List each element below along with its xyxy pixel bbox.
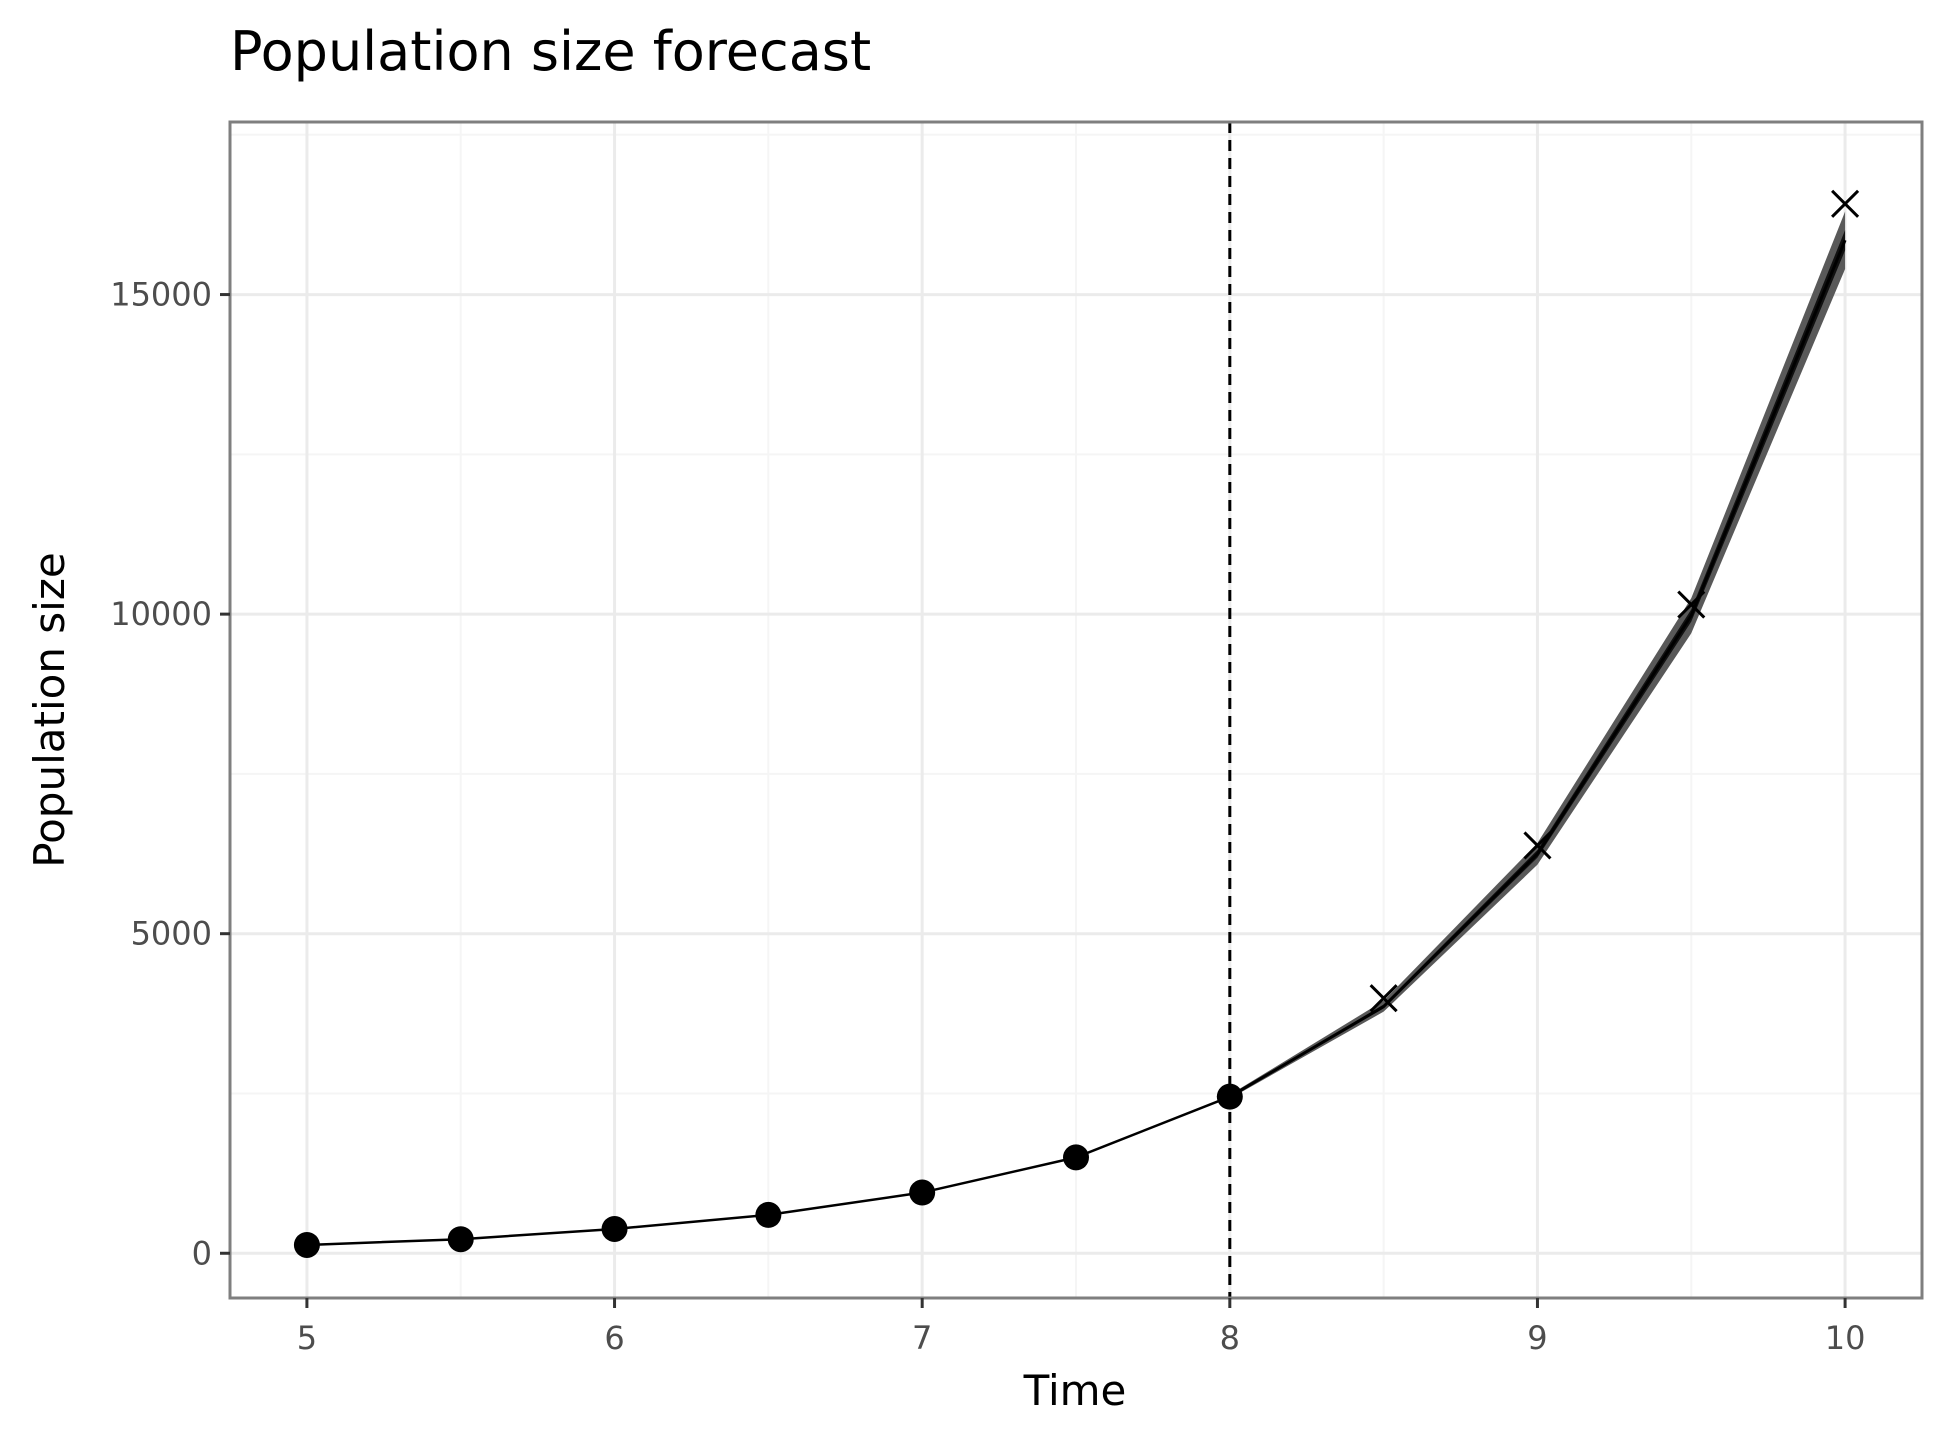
x-tick-label: 5 [297,1319,317,1357]
observed-point [1063,1144,1089,1171]
y-tick-label: 0 [192,1234,212,1272]
y-tick-label: 5000 [131,915,212,953]
observed-point [601,1215,628,1242]
forecast-actual-marker [1831,189,1860,218]
observed-points [293,1083,1243,1258]
observed-point [447,1226,474,1253]
forecast-actual-marker [1677,590,1706,619]
x-tick-label: 9 [1527,1319,1547,1357]
chart-title: Population size forecast [230,20,871,83]
forecast-actual-marker [1369,984,1398,1013]
observed-point [1216,1083,1243,1110]
x-tick-label: 6 [604,1319,624,1357]
x-axis-title: Time [1023,1366,1127,1415]
panel-border [228,120,1924,1300]
y-tick-label: 15000 [110,276,212,314]
x-axis-ticks: 5 6 7 8 9 10 [297,1298,1866,1357]
y-tick-label: 10000 [110,595,212,633]
y-axis-title: Population size [25,552,74,867]
forecast-median-line [1229,239,1847,1098]
forecast-actual-marker [1523,831,1552,860]
x-tick-label: 8 [1220,1319,1240,1357]
y-axis-ticks: 0 5000 10000 15000 [110,276,230,1272]
observed-point [755,1201,782,1228]
observed-point [909,1179,936,1206]
x-tick-label: 10 [1825,1319,1866,1357]
forecast-actual-markers [1369,189,1860,1013]
observed-point [293,1231,320,1258]
grid-minor [230,122,1922,1298]
x-tick-label: 7 [912,1319,932,1357]
